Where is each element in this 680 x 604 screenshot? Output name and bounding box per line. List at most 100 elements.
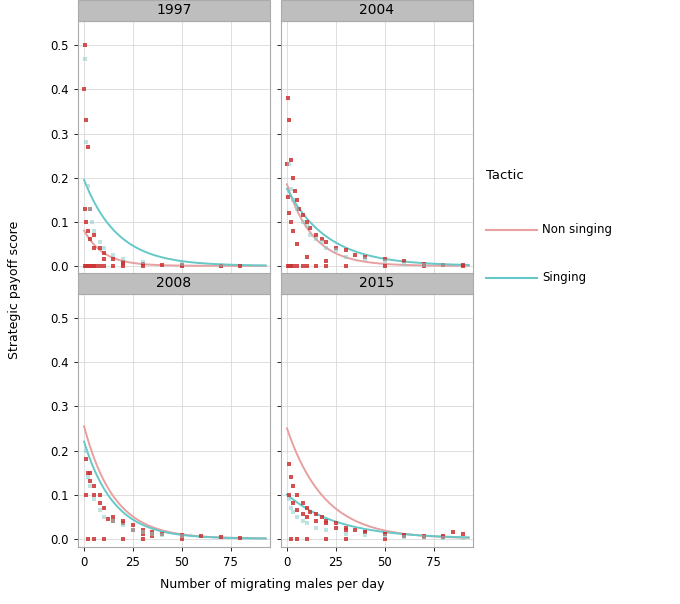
Point <box>84 477 95 486</box>
Point <box>157 530 168 540</box>
Point <box>438 260 449 270</box>
Point <box>398 532 409 541</box>
Point <box>293 204 304 213</box>
Point <box>98 243 109 253</box>
Point <box>301 518 312 528</box>
Bar <box>281 0 473 21</box>
Text: 2015: 2015 <box>359 276 394 291</box>
Text: Tactic: Tactic <box>486 169 524 182</box>
Point <box>301 252 312 262</box>
Point <box>84 261 95 271</box>
Point <box>127 525 138 535</box>
Point <box>288 498 299 508</box>
Point <box>321 525 332 535</box>
Point <box>137 257 148 267</box>
Point <box>84 204 95 213</box>
Point <box>157 530 168 539</box>
Point <box>82 142 93 152</box>
Point <box>330 243 341 253</box>
Point <box>297 261 308 271</box>
Point <box>284 261 294 271</box>
Point <box>321 261 332 271</box>
Point <box>283 193 294 202</box>
Point <box>301 221 312 231</box>
Point <box>216 261 226 271</box>
Point <box>82 261 93 271</box>
Point <box>330 518 341 528</box>
Point <box>360 527 371 537</box>
Point <box>82 467 93 477</box>
Point <box>458 530 469 539</box>
Point <box>379 257 390 266</box>
Point <box>340 523 351 533</box>
Text: 1997: 1997 <box>156 4 192 18</box>
Point <box>118 261 129 271</box>
Point <box>288 226 299 236</box>
Point <box>235 261 245 271</box>
Point <box>137 261 148 271</box>
Point <box>305 507 316 517</box>
Point <box>82 472 93 482</box>
Point <box>284 159 294 169</box>
Point <box>286 261 296 271</box>
Point <box>301 503 312 513</box>
Point <box>379 261 390 271</box>
Point <box>284 494 294 504</box>
Point <box>235 533 245 542</box>
Point <box>438 533 449 542</box>
Point <box>317 237 328 246</box>
Point <box>418 532 429 541</box>
Point <box>291 195 302 205</box>
Point <box>286 472 296 482</box>
Point <box>321 237 332 246</box>
Point <box>288 507 299 517</box>
Point <box>379 534 390 544</box>
Point <box>88 494 99 504</box>
Point <box>82 534 93 544</box>
Point <box>438 260 449 269</box>
Point <box>291 505 302 515</box>
Point <box>80 204 90 213</box>
Point <box>86 261 97 271</box>
Point <box>176 261 187 271</box>
Point <box>305 223 316 233</box>
Point <box>317 512 328 521</box>
Point <box>340 530 351 539</box>
Point <box>147 532 158 541</box>
Point <box>297 210 308 220</box>
Point <box>118 534 129 544</box>
Text: 2008: 2008 <box>156 276 192 291</box>
Point <box>80 138 91 147</box>
Point <box>286 184 296 193</box>
Point <box>330 523 341 533</box>
Point <box>176 260 187 270</box>
Point <box>350 250 361 260</box>
Point <box>360 530 371 540</box>
Point <box>288 195 299 205</box>
Point <box>360 252 371 262</box>
Point <box>291 239 302 249</box>
Point <box>398 259 409 268</box>
Point <box>137 525 148 535</box>
Point <box>288 173 299 182</box>
Point <box>284 490 294 500</box>
Point <box>118 259 129 268</box>
Point <box>283 94 294 103</box>
Point <box>84 204 95 213</box>
Point <box>286 503 296 513</box>
Point <box>118 254 129 264</box>
Point <box>360 254 371 264</box>
Point <box>80 217 91 226</box>
Point <box>176 534 187 544</box>
Point <box>80 446 91 455</box>
Point <box>98 512 109 521</box>
Point <box>301 534 312 544</box>
Point <box>108 516 119 526</box>
Point <box>340 534 351 544</box>
Point <box>86 217 97 226</box>
Point <box>98 254 109 264</box>
Bar <box>281 272 473 294</box>
Point <box>288 481 299 490</box>
Point <box>95 261 105 271</box>
Point <box>98 534 109 544</box>
